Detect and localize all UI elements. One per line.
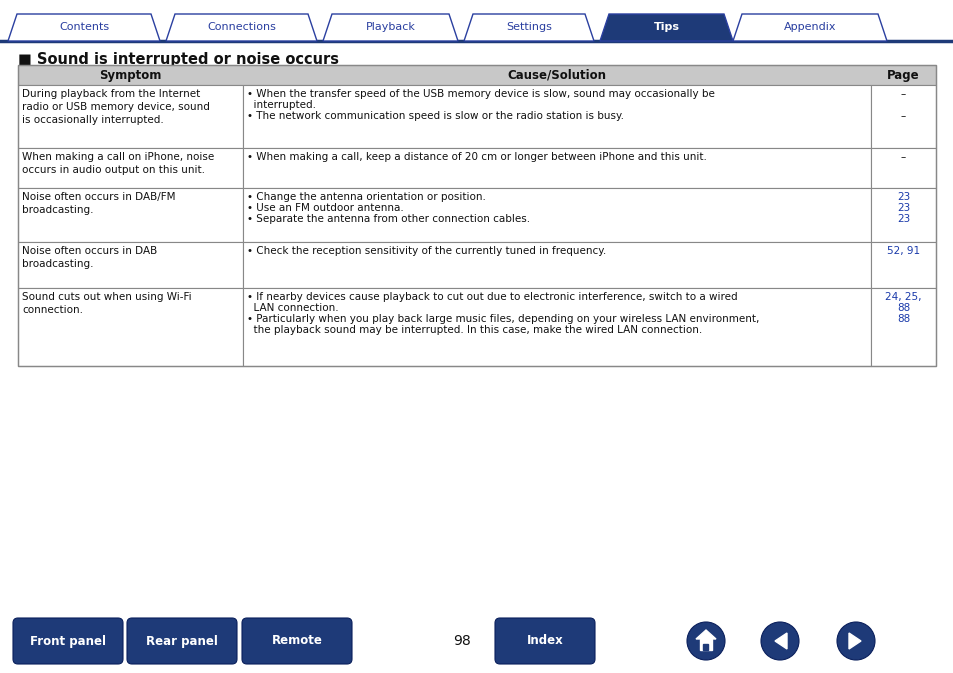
Bar <box>18 85 243 148</box>
Text: • Use an FM outdoor antenna.: • Use an FM outdoor antenna. <box>247 203 403 213</box>
Polygon shape <box>774 633 786 649</box>
Text: During playback from the Internet
radio or USB memory device, sound
is occasiona: During playback from the Internet radio … <box>22 89 210 125</box>
Text: 23: 23 <box>896 203 909 213</box>
Bar <box>870 288 935 366</box>
Polygon shape <box>8 14 160 41</box>
Text: Tips: Tips <box>653 22 679 32</box>
Text: 23: 23 <box>896 192 909 202</box>
Bar <box>243 242 870 288</box>
Text: Index: Index <box>526 635 563 647</box>
Text: • Check the reception sensitivity of the currently tuned in frequency.: • Check the reception sensitivity of the… <box>247 246 605 256</box>
Text: Appendix: Appendix <box>783 22 836 32</box>
Text: Connections: Connections <box>207 22 275 32</box>
Text: Noise often occurs in DAB/FM
broadcasting.: Noise often occurs in DAB/FM broadcastin… <box>22 192 175 215</box>
Bar <box>870 242 935 288</box>
Text: 88: 88 <box>896 314 909 324</box>
Bar <box>870 148 935 188</box>
Text: • Change the antenna orientation or position.: • Change the antenna orientation or posi… <box>247 192 485 202</box>
Circle shape <box>760 622 799 660</box>
Text: the playback sound may be interrupted. In this case, make the wired LAN connecti: the playback sound may be interrupted. I… <box>247 325 701 335</box>
Text: Rear panel: Rear panel <box>146 635 217 647</box>
Bar <box>870 85 935 148</box>
Polygon shape <box>166 14 316 41</box>
FancyBboxPatch shape <box>127 618 236 664</box>
Bar <box>18 188 243 242</box>
Bar <box>18 242 243 288</box>
Bar <box>18 65 935 366</box>
Text: • When the transfer speed of the USB memory device is slow, sound may occasional: • When the transfer speed of the USB mem… <box>247 89 714 99</box>
Bar <box>18 65 935 85</box>
Bar <box>243 85 870 148</box>
Text: Contents: Contents <box>59 22 109 32</box>
Text: Front panel: Front panel <box>30 635 106 647</box>
Text: Cause/Solution: Cause/Solution <box>507 69 606 81</box>
Bar <box>243 288 870 366</box>
FancyBboxPatch shape <box>13 618 123 664</box>
FancyBboxPatch shape <box>242 618 352 664</box>
Text: LAN connection.: LAN connection. <box>247 303 338 313</box>
Circle shape <box>836 622 874 660</box>
Bar <box>18 288 243 366</box>
Text: ■ Sound is interrupted or noise occurs: ■ Sound is interrupted or noise occurs <box>18 52 338 67</box>
Bar <box>18 148 243 188</box>
Circle shape <box>686 622 724 660</box>
Polygon shape <box>702 644 708 650</box>
Text: • If nearby devices cause playback to cut out due to electronic interference, sw: • If nearby devices cause playback to cu… <box>247 292 737 302</box>
Text: • Separate the antenna from other connection cables.: • Separate the antenna from other connec… <box>247 214 530 224</box>
Text: –: – <box>900 89 905 99</box>
Text: –: – <box>900 152 905 162</box>
Text: Remote: Remote <box>272 635 322 647</box>
Text: –: – <box>900 111 905 121</box>
Text: • Particularly when you play back large music files, depending on your wireless : • Particularly when you play back large … <box>247 314 759 324</box>
Text: • The network communication speed is slow or the radio station is busy.: • The network communication speed is slo… <box>247 111 623 121</box>
Polygon shape <box>732 14 886 41</box>
Text: 52, 91: 52, 91 <box>886 246 919 256</box>
Polygon shape <box>700 639 711 650</box>
Text: 24, 25,: 24, 25, <box>884 292 921 302</box>
Text: Sound cuts out when using Wi-Fi
connection.: Sound cuts out when using Wi-Fi connecti… <box>22 292 192 315</box>
Bar <box>243 188 870 242</box>
Text: Page: Page <box>886 69 919 81</box>
Polygon shape <box>463 14 594 41</box>
Text: 98: 98 <box>453 634 471 648</box>
Text: • When making a call, keep a distance of 20 cm or longer between iPhone and this: • When making a call, keep a distance of… <box>247 152 706 162</box>
FancyBboxPatch shape <box>495 618 595 664</box>
Text: Settings: Settings <box>505 22 552 32</box>
Text: When making a call on iPhone, noise
occurs in audio output on this unit.: When making a call on iPhone, noise occu… <box>22 152 214 175</box>
Bar <box>870 188 935 242</box>
Text: 23: 23 <box>896 214 909 224</box>
Text: 88: 88 <box>896 303 909 313</box>
Text: Symptom: Symptom <box>99 69 161 81</box>
Text: Playback: Playback <box>365 22 415 32</box>
Text: Noise often occurs in DAB
broadcasting.: Noise often occurs in DAB broadcasting. <box>22 246 157 269</box>
Polygon shape <box>599 14 732 41</box>
Bar <box>243 148 870 188</box>
Polygon shape <box>848 633 861 649</box>
Polygon shape <box>323 14 457 41</box>
Text: interrupted.: interrupted. <box>247 100 315 110</box>
Polygon shape <box>696 630 716 639</box>
